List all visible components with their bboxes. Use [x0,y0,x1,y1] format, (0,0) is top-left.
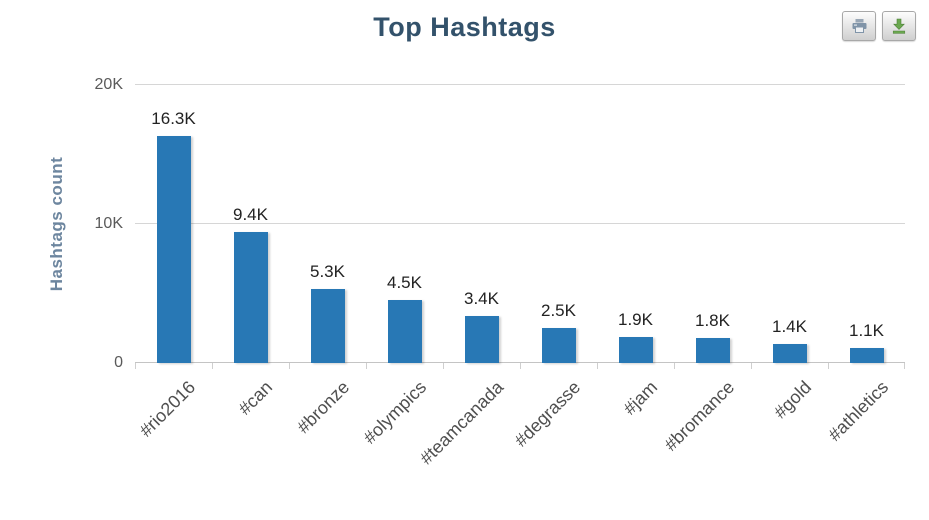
plot-area: 0 10K 20K 16.3K 9.4K 5.3K 4.5K 3.4K 2.5K 1.9K 1.8… [95,76,905,371]
x-tick-label: #rio2016 [135,377,200,441]
bar-can[interactable] [233,232,268,363]
bar-slot: 16.3K [135,85,212,363]
bar-olympics[interactable] [387,300,422,363]
bar-slot: 1.1K [828,85,905,363]
chart-title: Top Hashtags [373,12,556,42]
y-tick-label: 10K [94,215,123,232]
x-label-slot: #olympics [360,363,443,513]
bar-jam[interactable] [618,336,653,363]
bar-value-label: 1.4K [772,316,807,336]
print-chart-button[interactable] [842,11,876,41]
bar-slot: 4.5K [366,85,443,363]
chart-toolbar [842,11,916,41]
bar-slot: 9.4K [212,85,289,363]
x-tick-label: #bronze [293,377,354,438]
bar-teamcanada[interactable] [464,315,499,363]
bar-slot: 1.8K [674,85,751,363]
x-label-slot: #bromance [661,363,751,513]
bar-slot: 3.4K [443,85,520,363]
x-label-slot: #rio2016 [135,363,212,513]
x-tick-label: #gold [770,377,816,423]
x-label-slot: #athletics [824,363,905,513]
bar-gold[interactable] [772,343,807,363]
gridline [135,362,905,363]
bar-degrasse[interactable] [541,328,576,363]
bar-value-label: 16.3K [151,109,196,129]
x-label-slot: #teamcanada [416,363,520,513]
gridline [135,84,905,85]
x-label-slot: #bronze [289,363,366,513]
bar-value-label: 3.4K [464,288,499,308]
bar-value-label: 1.9K [618,309,653,329]
bar-value-label: 2.5K [541,301,576,321]
y-tick-label: 0 [114,354,123,371]
x-label-slot: #can [212,363,289,513]
x-tick-label: #athletics [824,377,893,445]
x-tick-label: #can [234,377,277,419]
bar-value-label: 1.1K [849,320,884,340]
download-chart-button[interactable] [882,11,916,41]
gridline [135,223,905,224]
bar-value-label: 9.4K [233,205,268,225]
x-tick-label: #degrasse [511,377,585,451]
bar-bromance[interactable] [695,337,730,363]
bar-value-label: 5.3K [310,262,345,282]
x-label-slot: #gold [751,363,828,513]
y-tick-label: 20K [94,76,123,93]
bar-bronze[interactable] [310,289,345,363]
print-icon [851,18,868,34]
x-label-slot: #degrasse [511,363,597,513]
y-axis-title: Hashtags count [47,156,66,292]
bar-rio2016[interactable] [156,136,191,363]
x-label-slot: #jam [597,363,674,513]
bar-slot: 1.9K [597,85,674,363]
bar-slot: 2.5K [520,85,597,363]
bar-value-label: 4.5K [387,273,422,293]
x-tick-label: #olympics [359,377,431,448]
x-axis-labels: #rio2016 #can #bronze #olympics #teamcanada #… [135,363,905,513]
bar-value-label: 1.8K [695,310,730,330]
download-icon [891,18,907,34]
bar-series: 16.3K 9.4K 5.3K 4.5K 3.4K 2.5K 1.9K 1.8K 1.4K 1.1… [135,85,905,363]
bar-slot: 1.4K [751,85,828,363]
bar-athletics[interactable] [849,347,884,363]
bar-slot: 5.3K [289,85,366,363]
x-tick-label: #jam [619,377,662,419]
